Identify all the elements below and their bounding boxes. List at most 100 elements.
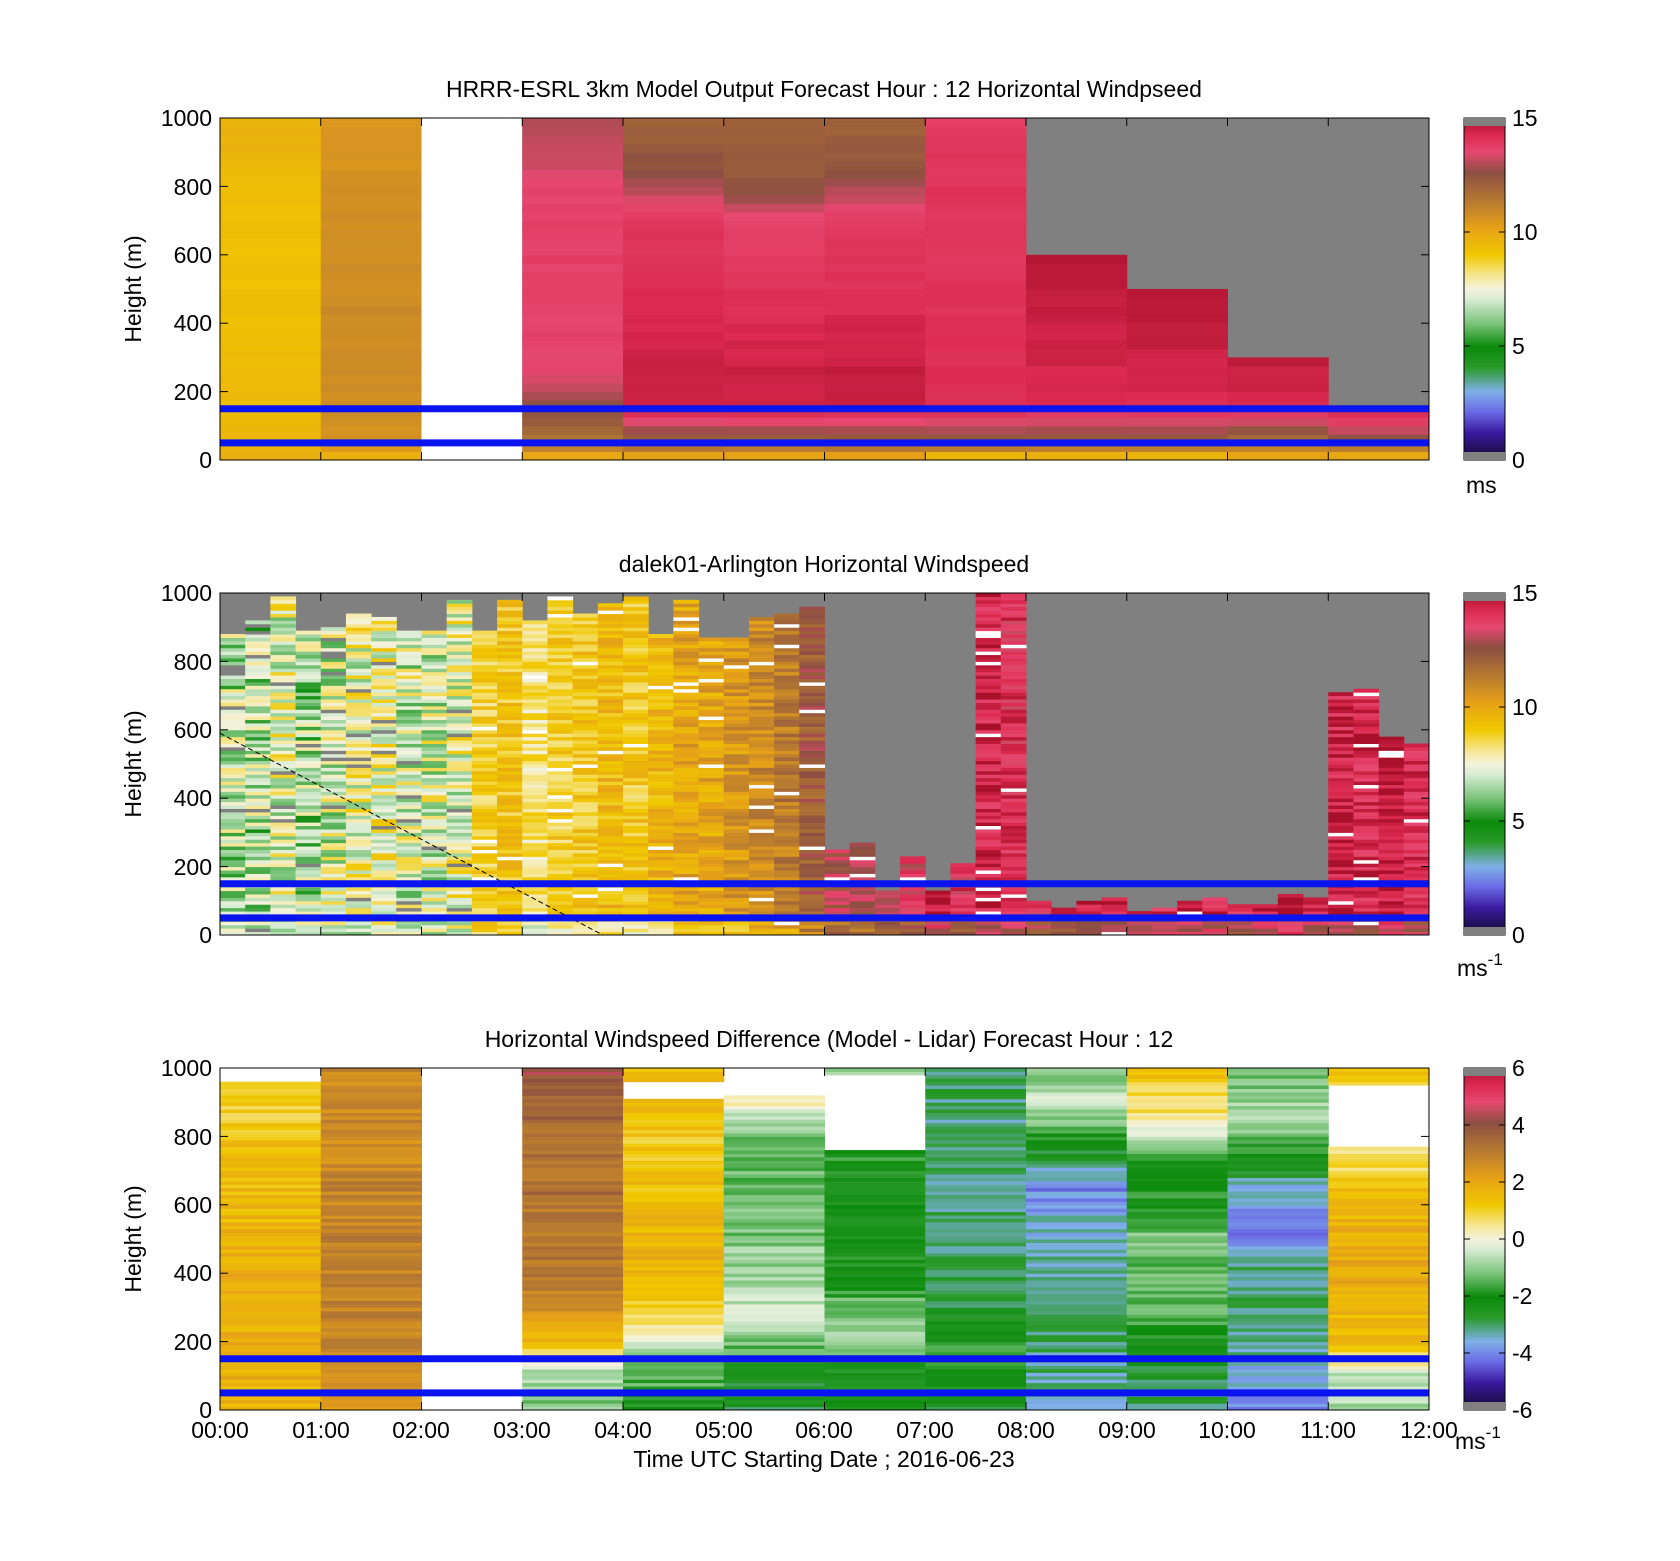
heatmap-cell [698,801,725,806]
heatmap-cell [975,866,1002,871]
heatmap-cell [1101,928,1128,933]
heatmap-cell [1126,1132,1228,1137]
heatmap-cell [1227,1088,1329,1093]
heatmap-cell [497,675,523,679]
heatmap-cell [623,1290,725,1295]
heatmap-cell [522,1071,624,1076]
heatmap-cell [547,603,574,608]
heatmap-cell [648,839,674,844]
heatmap-cell [723,1174,825,1178]
heatmap-cell [421,784,448,789]
heatmap-cell [1000,757,1027,762]
heatmap-cell [1026,1150,1128,1154]
heatmap-cell [522,1386,624,1390]
heatmap-cell [547,671,574,676]
heatmap-cell [1126,1396,1228,1401]
heatmap-cell [597,767,624,772]
heatmap-cell [421,873,448,878]
heatmap-cell [799,852,825,857]
heatmap-cell [597,705,624,710]
heatmap-cell [648,787,674,792]
heatmap-cell [320,1102,422,1107]
heatmap-cell [446,815,473,820]
heatmap-cell [623,1245,725,1250]
heatmap-cell [1328,1232,1429,1237]
heatmap-cell [1328,1174,1429,1178]
heatmap-cell-missing [446,709,473,714]
heatmap-cell [723,750,750,755]
heatmap-cell [1328,781,1354,786]
heatmap-cell-missing [774,644,800,649]
heatmap-cell [1126,1317,1228,1322]
heatmap-cell [371,801,397,806]
heatmap-cell [522,1256,624,1261]
heatmap-cell [220,1191,322,1196]
heatmap-cell [723,1338,825,1343]
heatmap-cell [824,1218,926,1223]
heatmap-cell [547,863,574,868]
heatmap-cell [471,692,498,697]
heatmap-cell [522,805,548,809]
heatmap-cell [748,688,775,693]
heatmap-cell [522,784,548,789]
heatmap-cell [648,907,674,912]
heatmap-cell [522,1160,624,1165]
heatmap-cell [1227,400,1329,410]
heatmap-cell-missing [774,791,800,796]
heatmap-cell [572,900,599,905]
heatmap-cell [723,767,750,772]
heatmap-cell [497,651,523,656]
heatmap-cell [522,777,548,782]
heatmap-cell [396,893,422,898]
heatmap-cell [572,716,599,721]
heatmap-cell [471,863,498,868]
heatmap-cell [1227,1338,1329,1343]
heatmap-cell [1076,928,1103,933]
heatmap-cell [748,760,775,765]
heatmap-cell [396,931,422,935]
heatmap-cell [220,391,322,401]
heatmap-cell [572,911,599,915]
heatmap-cell [1026,297,1128,307]
heatmap-cell [1026,1331,1128,1336]
heatmap-cell [1026,1242,1128,1247]
heatmap-cell [597,832,624,837]
heatmap-cell [547,873,574,878]
heatmap-cell [623,1215,725,1219]
heatmap-cell [446,760,473,765]
heatmap-cell [799,777,825,782]
heatmap-cell [623,866,649,871]
heatmap-cell [320,1242,422,1247]
heatmap-cell [597,798,624,803]
heatmap-cell [1026,1115,1128,1120]
heatmap-cell [270,640,297,645]
heatmap-cell [522,1170,624,1175]
heatmap-cell [446,787,473,792]
heatmap-cell [648,637,674,642]
heatmap-cell [371,911,397,915]
heatmap-cell [1403,781,1429,786]
heatmap-cell [849,870,876,874]
heatmap-cell [220,1160,322,1165]
heatmap-cell [799,678,825,683]
heatmap-cell [1227,1105,1329,1110]
heatmap-cell [723,365,825,375]
heatmap-cell [320,907,347,912]
heatmap-cell [824,856,851,861]
heatmap-cell [1126,1365,1228,1370]
heatmap-cell [1000,767,1027,772]
heatmap-cell [245,705,271,710]
heatmap-cell [1353,924,1380,929]
heatmap-cell [320,1098,422,1103]
heatmap-cell [799,623,825,628]
heatmap-cell [270,764,297,768]
heatmap-cell [824,1290,926,1295]
heatmap-cell [1000,736,1027,741]
heatmap-cell [925,1396,1027,1401]
heatmap-cell [925,1232,1027,1237]
heatmap-cell [723,1109,825,1113]
heatmap-cell [824,1235,926,1240]
heatmap-cell [220,383,322,393]
y-tick-label: 600 [174,717,212,743]
heatmap-cell [421,705,448,710]
